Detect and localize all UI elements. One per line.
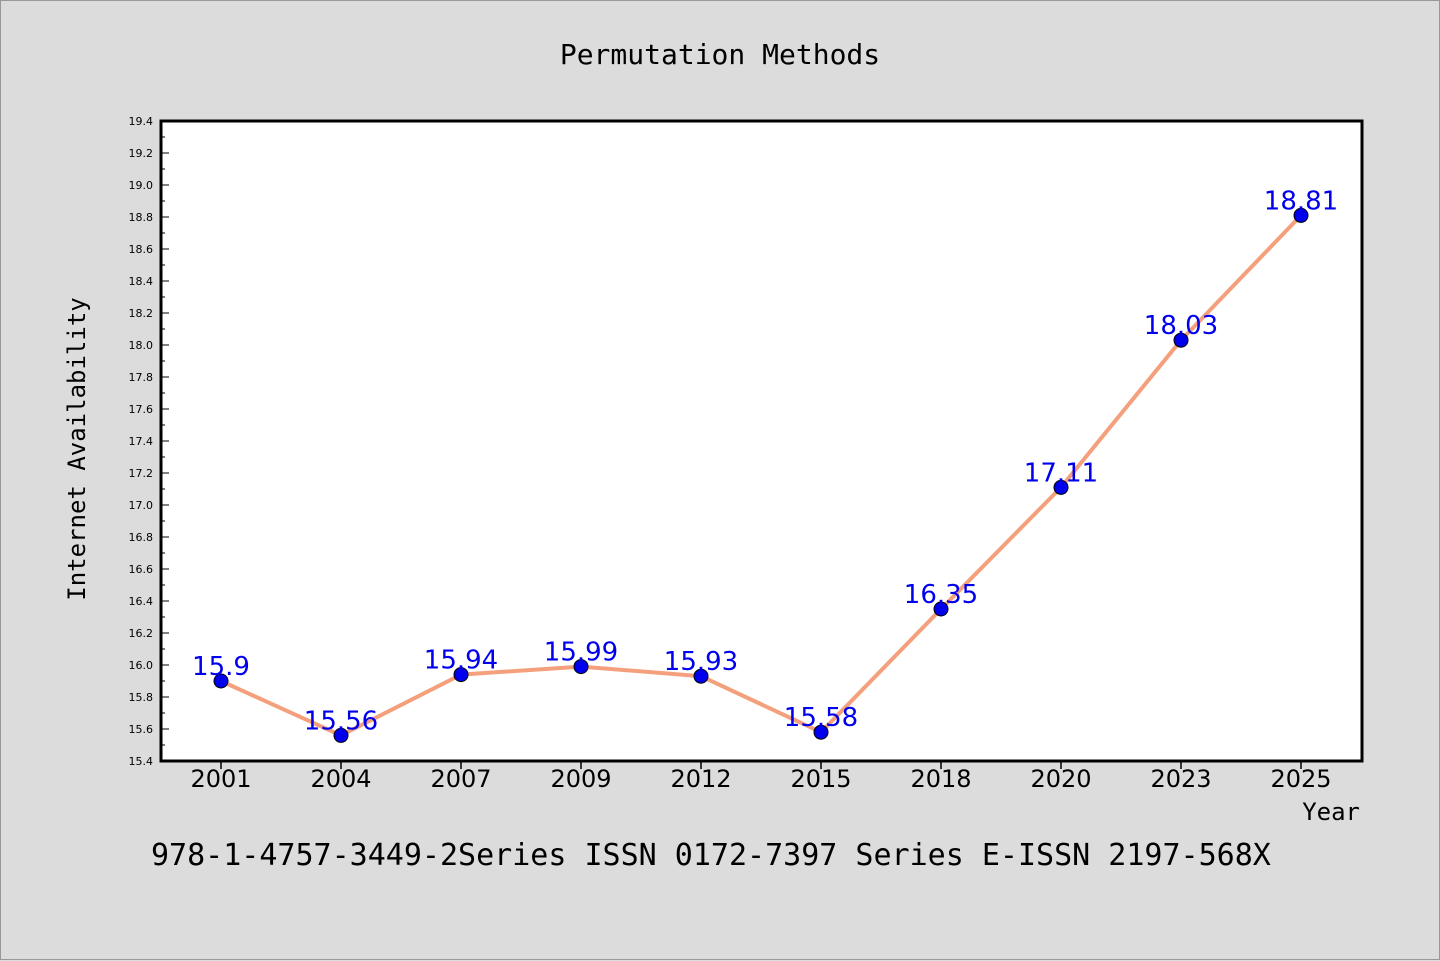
y-axis: 15.4 15.6 15.8 16.0 16.2 16.4 16.6 16.8 17.0 17.2…: [129, 115, 169, 768]
x-tick-label: 2025: [1270, 765, 1331, 793]
data-point-marker: [573, 659, 589, 675]
chart-title: Permutation Methods: [560, 38, 880, 71]
footer-isbn-text: 978-1-4757-3449-2Series ISSN 0172-7397 S…: [151, 838, 1271, 873]
data-label: 18.81: [1264, 186, 1338, 216]
data-label: 15.9: [192, 652, 250, 682]
series-line: [219, 213, 1303, 738]
y-axis-label: Internet Availability: [63, 297, 91, 600]
data-point-marker: [693, 668, 709, 684]
data-point-marker: [1293, 207, 1309, 223]
x-tick-label: 2015: [790, 765, 851, 793]
y-tick-label: 18.0: [129, 339, 154, 352]
data-point-marker: [813, 724, 829, 740]
data-label: 17.11: [1024, 458, 1098, 488]
y-tick-label: 19.0: [129, 179, 154, 192]
y-tick-label: 16.6: [129, 563, 154, 576]
x-tick-label: 2004: [310, 765, 371, 793]
data-point-marker: [453, 667, 469, 683]
y-tick-label: 18.2: [129, 307, 154, 320]
data-label: 15.56: [304, 706, 378, 736]
data-point-marker: [933, 601, 949, 617]
x-axis: 2001 2004 2007 2009 2012 2015 2018 2020 2023 2025: [190, 761, 1332, 793]
y-tick-label: 17.6: [129, 403, 154, 416]
series-line-group: [219, 213, 1303, 738]
data-label: 15.58: [784, 703, 858, 733]
x-tick-label: 2001: [190, 765, 251, 793]
y-tick-label: 15.4: [129, 755, 154, 768]
y-tick-label: 19.4: [129, 115, 154, 128]
markers-group: [213, 207, 1309, 743]
y-tick-label: 16.2: [129, 627, 154, 640]
y-tick-label: 16.8: [129, 531, 154, 544]
data-point-marker: [333, 727, 349, 743]
data-labels-group: 15.9 15.56 15.94 15.99 15.93 15.58 16.35 17.11 1…: [192, 186, 1338, 736]
data-point-marker: [213, 673, 229, 689]
y-tick-label: 16.4: [129, 595, 154, 608]
y-tick-label: 15.8: [129, 691, 154, 704]
data-label: 16.35: [904, 580, 978, 610]
plot-area: [159, 119, 1364, 763]
data-label: 15.94: [424, 646, 498, 676]
y-tick-label: 15.6: [129, 723, 154, 736]
data-label: 18.03: [1144, 311, 1218, 341]
y-tick-label: 17.4: [129, 435, 154, 448]
y-tick-label: 18.4: [129, 275, 154, 288]
x-tick-label: 2020: [1030, 765, 1091, 793]
x-tick-label: 2009: [550, 765, 611, 793]
data-point-marker: [1053, 479, 1069, 495]
x-axis-label: Year: [1302, 798, 1360, 826]
x-tick-label: 2012: [670, 765, 731, 793]
y-tick-label: 16.0: [129, 659, 154, 672]
y-tick-label: 18.6: [129, 243, 154, 256]
data-point-marker: [1173, 332, 1189, 348]
x-tick-label: 2023: [1150, 765, 1211, 793]
data-label: 15.93: [664, 647, 738, 677]
y-tick-label: 17.2: [129, 467, 154, 480]
data-label: 15.99: [544, 638, 618, 668]
x-tick-label: 2007: [430, 765, 491, 793]
y-tick-label: 17.8: [129, 371, 154, 384]
y-tick-label: 17.0: [129, 499, 154, 512]
y-tick-label: 19.2: [129, 147, 154, 160]
y-tick-label: 18.8: [129, 211, 154, 224]
x-tick-label: 2018: [910, 765, 971, 793]
